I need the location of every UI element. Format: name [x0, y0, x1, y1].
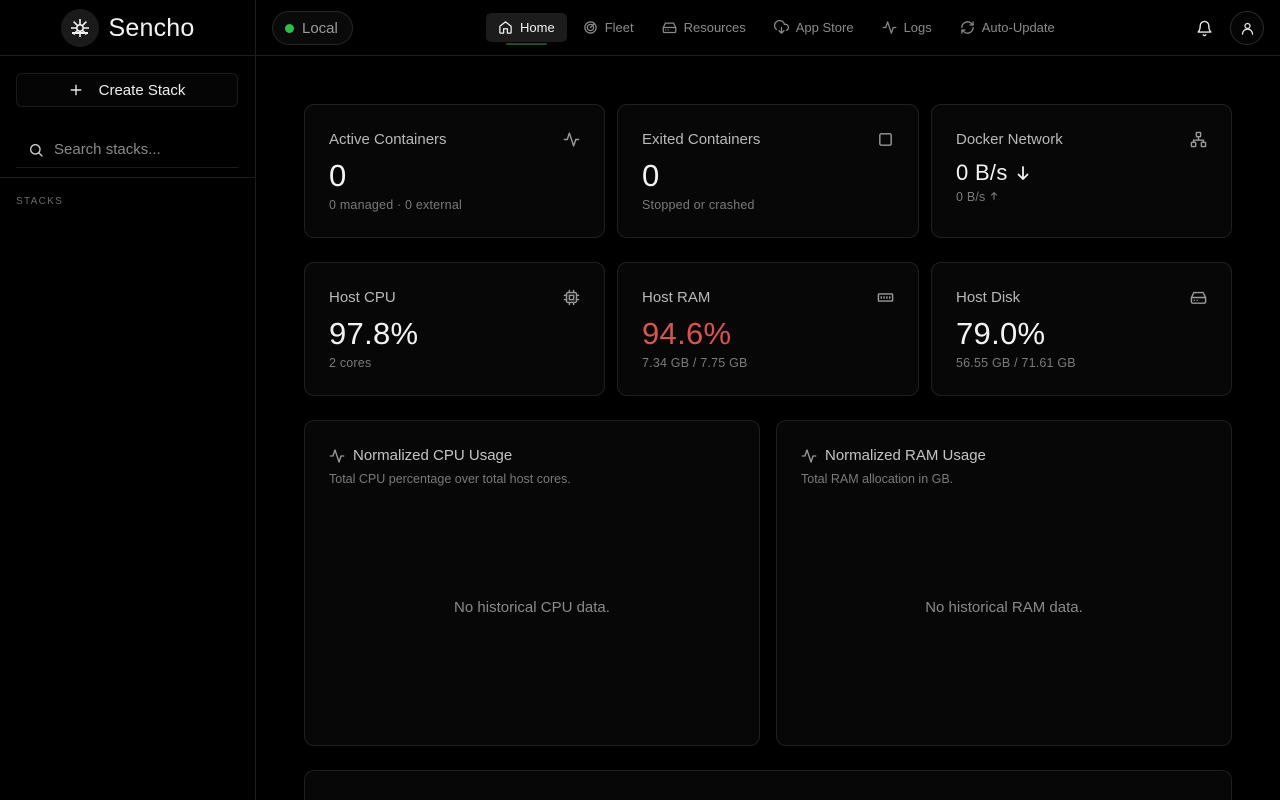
card-title: Host RAM: [642, 289, 711, 306]
brand[interactable]: Sencho: [0, 0, 256, 56]
card-subtext: 56.55 GB / 71.61 GB: [956, 356, 1076, 370]
radar-icon: [583, 21, 597, 34]
home-icon: [499, 21, 512, 34]
create-stack-button[interactable]: Create Stack: [16, 73, 238, 107]
nav-app-store-label: App Store: [795, 20, 854, 35]
nav-auto-update[interactable]: Auto-Update: [948, 13, 1067, 42]
plus-icon: [70, 84, 82, 96]
sidebar-divider: [0, 177, 256, 178]
nav-home-label: Home: [520, 20, 555, 35]
nav-resources[interactable]: Resources: [650, 13, 758, 42]
arrow-up-icon: [991, 192, 998, 200]
card-title: Docker Network: [956, 131, 1063, 148]
create-stack-label: Create Stack: [98, 81, 186, 99]
stack-search: [16, 132, 238, 168]
brand-name: Sencho: [108, 13, 195, 42]
nav-logs-label: Logs: [903, 20, 932, 35]
user-menu-button[interactable]: [1230, 11, 1264, 45]
ship-wheel-icon: [60, 9, 99, 47]
host-ram-card: Host RAM 94.6% 7.34 GB / 7.75 GB: [617, 262, 919, 396]
nav-logs[interactable]: Logs: [870, 13, 944, 42]
card-value: 0: [329, 158, 347, 193]
bell-icon: [1196, 20, 1212, 36]
card-subtext: 7.34 GB / 7.75 GB: [642, 356, 748, 370]
card-value: 97.8%: [329, 316, 419, 351]
active-containers-card: Active Containers 0 0 managed · 0 extern…: [304, 104, 605, 238]
card-title: Host CPU: [329, 289, 396, 306]
memory-icon: [877, 293, 894, 302]
stacks-section-label: STACKS: [16, 196, 64, 207]
main-nav: Home Fleet Resources App Store Logs Auto…: [486, 13, 1067, 45]
nav-auto-update-label: Auto-Update: [981, 20, 1055, 35]
card-value: 79.0%: [956, 316, 1046, 351]
nav-app-store[interactable]: App Store: [762, 13, 866, 42]
host-disk-card: Host Disk 79.0% 56.55 GB / 71.61 GB: [931, 262, 1232, 396]
host-cpu-card: Host CPU 97.8% 2 cores: [304, 262, 605, 396]
next-card: [304, 770, 1232, 800]
card-value: 0: [642, 158, 660, 193]
card-subtext: 0 managed · 0 external: [329, 198, 462, 212]
notifications-button[interactable]: [1188, 12, 1220, 44]
status-dot: [285, 23, 294, 33]
chart-title: Normalized CPU Usage: [353, 447, 513, 464]
docker-network-card: Docker Network 0 B/s 0 B/s: [931, 104, 1232, 238]
download-rate: 0 B/s: [956, 160, 1008, 185]
card-subtext: 0 B/s: [956, 190, 999, 204]
card-title: Exited Containers: [642, 131, 761, 148]
chart-description: Total CPU percentage over total host cor…: [329, 472, 571, 486]
upload-rate: 0 B/s: [956, 190, 986, 204]
card-subtext: 2 cores: [329, 356, 372, 370]
card-value: 94.6%: [642, 316, 732, 351]
node-selector[interactable]: Local: [272, 11, 353, 45]
user-icon: [1241, 22, 1253, 35]
exited-containers-card: Exited Containers 0 Stopped or crashed: [617, 104, 919, 238]
sidebar: Create Stack STACKS: [0, 56, 256, 800]
hard-drive-icon: [662, 22, 676, 34]
card-subtext: Stopped or crashed: [642, 198, 755, 212]
chart-empty-state: No historical CPU data.: [454, 599, 610, 616]
card-title: Host Disk: [956, 289, 1021, 306]
search-icon: [30, 143, 43, 157]
cpu-icon: [563, 289, 580, 306]
search-input[interactable]: [54, 141, 224, 158]
nav-fleet-label: Fleet: [604, 20, 634, 35]
top-right-actions: [1188, 11, 1264, 45]
cpu-usage-chart-card: Normalized CPU Usage Total CPU percentag…: [304, 420, 760, 746]
nav-resources-label: Resources: [683, 20, 746, 35]
arrow-down-icon: [1017, 166, 1029, 180]
hard-drive-icon: [1190, 291, 1207, 304]
top-bar: Sencho Local Home Fleet Resources App St…: [0, 0, 1280, 56]
activity-icon: [563, 132, 580, 147]
chart-description: Total RAM allocation in GB.: [801, 472, 954, 486]
ram-usage-chart-card: Normalized RAM Usage Total RAM allocatio…: [776, 420, 1232, 746]
activity-icon: [329, 449, 345, 463]
refresh-icon: [961, 21, 974, 34]
activity-icon: [801, 449, 817, 463]
card-title: Active Containers: [329, 131, 447, 148]
card-value: 0 B/s: [956, 160, 1032, 186]
nav-home[interactable]: Home: [486, 13, 567, 45]
chart-title: Normalized RAM Usage: [825, 447, 986, 464]
nav-fleet[interactable]: Fleet: [571, 13, 646, 42]
network-icon: [1190, 131, 1207, 148]
cloud-download-icon: [773, 20, 789, 34]
activity-icon: [882, 21, 896, 34]
square-icon: [879, 133, 892, 146]
node-label: Local: [302, 19, 338, 37]
chart-empty-state: No historical RAM data.: [925, 599, 1083, 616]
